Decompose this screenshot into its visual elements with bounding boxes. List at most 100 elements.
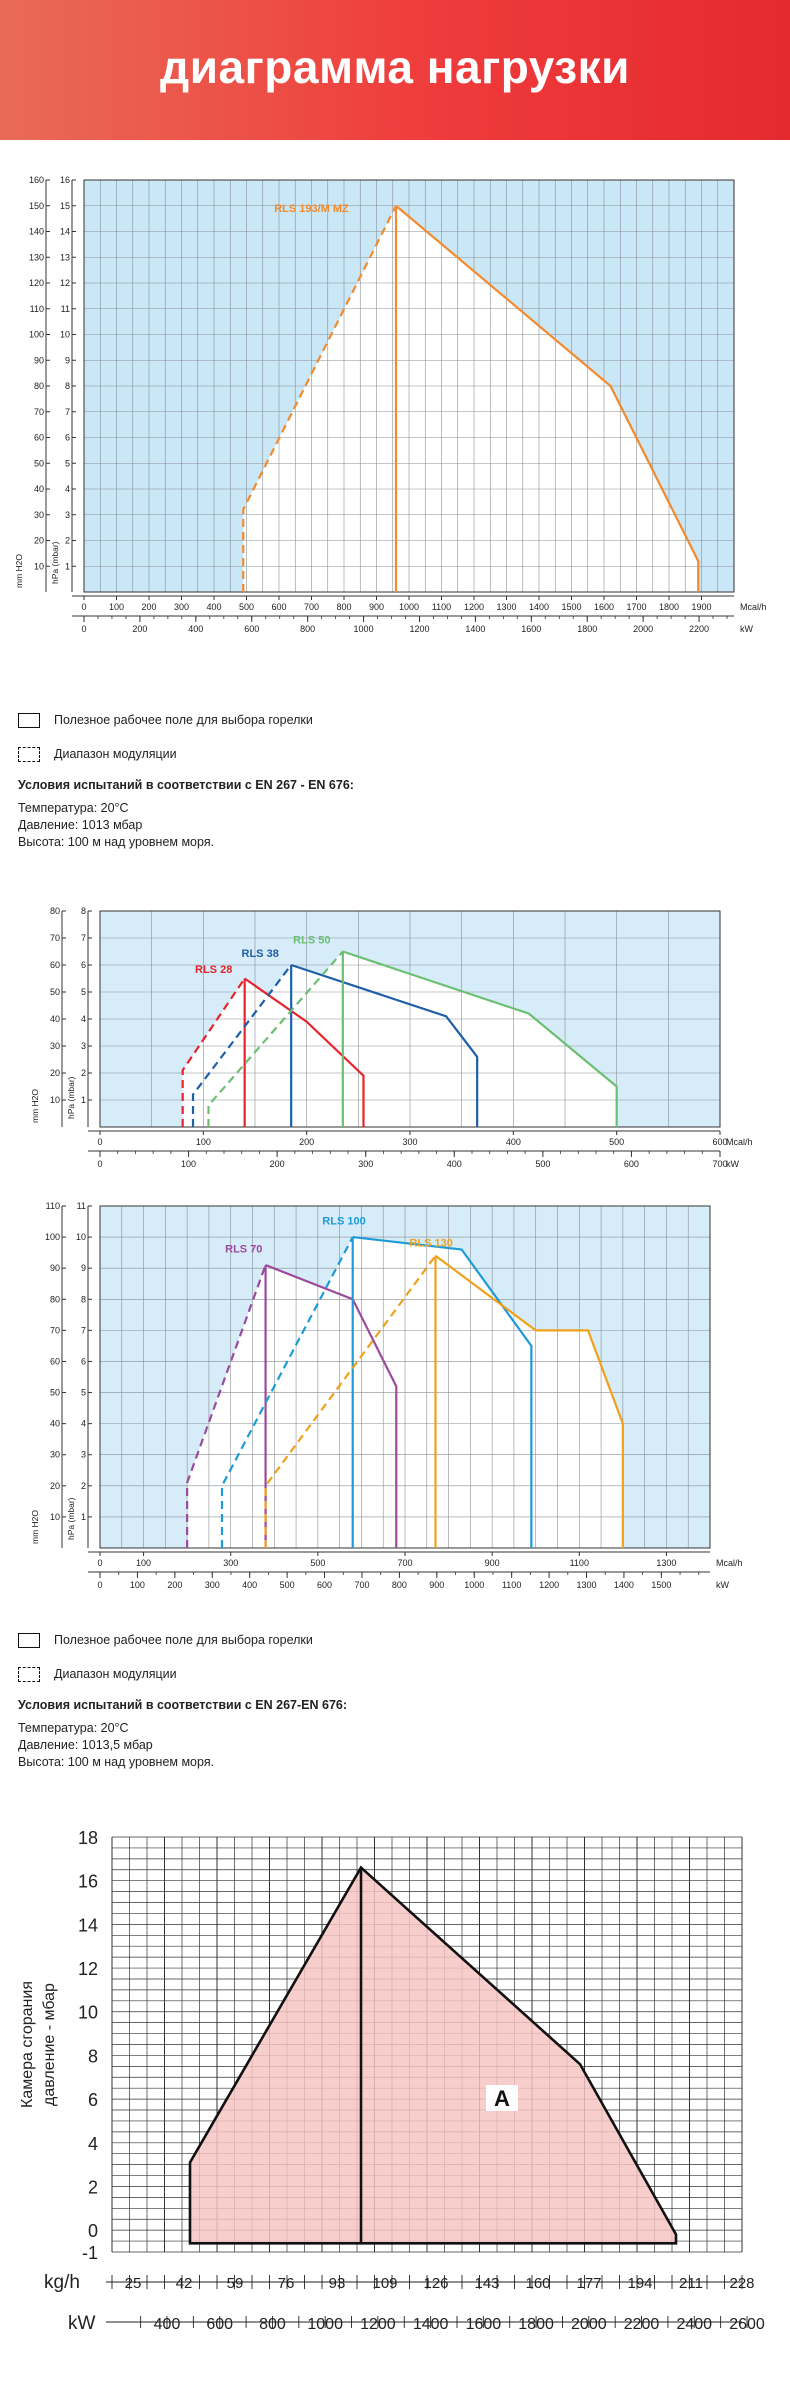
hpa-tick-label: 2 [65, 536, 70, 546]
hpa-tick-label: 11 [61, 304, 70, 314]
mcal-tick-label: 300 [174, 602, 189, 612]
mm-tick-label: 90 [50, 1263, 60, 1273]
mcal-tick-label: 1100 [432, 602, 451, 612]
mm-tick-label: 50 [34, 458, 44, 468]
series-label: RLS 70 [225, 1244, 262, 1256]
condition-temperature: Температура: 20°С [18, 801, 129, 815]
legend-block-1: Полезное рабочее поле для выбора горелки… [18, 710, 354, 851]
chart-rls-193: RLS 193/M MZ1234567891011121314151610203… [14, 175, 767, 634]
kw-tick-label: 2000 [633, 624, 653, 634]
hpa-tick-label: 5 [65, 458, 70, 468]
mm-tick-label: 140 [29, 227, 44, 237]
hpa-tick-label: 8 [81, 1294, 86, 1304]
modulation-line [186, 1264, 267, 1548]
hpa-tick-label: 3 [81, 1041, 86, 1051]
kw-tick-label: 1500 [651, 1580, 671, 1590]
y-tick-label: 14 [78, 1915, 98, 1935]
hpa-tick-label: 4 [81, 1419, 86, 1429]
y-axis-title-line1: Камера сгорания [19, 1981, 36, 2108]
kw-tick-label: 1000 [464, 1580, 484, 1590]
mm-tick-label: 110 [30, 304, 44, 314]
mcal-tick-label: 500 [609, 1137, 624, 1147]
mm-tick-label: 80 [50, 906, 60, 916]
kgh-tick-label: 177 [576, 2275, 601, 2292]
kw-unit-label: kW [726, 1159, 740, 1169]
solid-box-icon [18, 712, 40, 728]
kw-tick-label: 400 [242, 1580, 257, 1590]
kgh-tick-label: 143 [474, 2275, 499, 2292]
mm-tick-label: 20 [34, 536, 44, 546]
legend-field-label: Полезное рабочее поле для выбора горелки [54, 713, 313, 727]
series-label: RLS 50 [293, 934, 330, 946]
page-title: диаграмма нагрузки [160, 41, 630, 93]
kw-tick-label: 0 [81, 624, 86, 634]
kw-tick-label: 600 [206, 2316, 233, 2333]
kw-tick-label: 400 [154, 2316, 181, 2333]
hpa-tick-label: 9 [65, 355, 70, 365]
mcal-tick-label: 300 [402, 1137, 417, 1147]
hpa-tick-label: 15 [60, 201, 70, 211]
hpa-tick-label: 3 [81, 1450, 86, 1460]
series-label: RLS 100 [322, 1216, 365, 1228]
hpa-tick-label: 6 [81, 1356, 86, 1366]
modulation-line [264, 1255, 437, 1548]
hpa-tick-label: 2 [81, 1481, 86, 1491]
mm-tick-label: 50 [50, 987, 60, 997]
kgh-tick-label: 76 [278, 2275, 295, 2292]
mcal-tick-label: 800 [336, 602, 351, 612]
condition-pressure: Давление: 1013 мбар [18, 818, 143, 832]
kw-tick-label: 1800 [577, 624, 597, 634]
mcal-tick-label: 600 [271, 602, 286, 612]
kw-tick-label: 1600 [466, 2316, 502, 2333]
kw-tick-label: 600 [244, 624, 259, 634]
mm-tick-label: 10 [50, 1095, 60, 1105]
hpa-tick-label: 6 [65, 433, 70, 443]
mm-tick-label: 90 [34, 355, 44, 365]
y-axis-title-line2: давление - мбар [41, 1983, 58, 2106]
y-tick-label: 6 [88, 2090, 98, 2110]
kw-tick-label: 800 [259, 2316, 286, 2333]
area-label-bg [486, 2085, 518, 2112]
modulation-line [220, 1236, 354, 1548]
kgh-tick-label: 93 [329, 2275, 346, 2292]
series-label: RLS 193/M MZ [274, 203, 349, 215]
mm-tick-label: 100 [45, 1232, 60, 1242]
mm-tick-label: 80 [50, 1294, 60, 1304]
mcal-tick-label: 1600 [594, 602, 614, 612]
working-field-line [395, 204, 700, 592]
mcal-tick-label: 300 [223, 1558, 238, 1568]
mcal-tick-label: 400 [206, 602, 221, 612]
mcal-tick-label: 100 [109, 602, 124, 612]
kw-tick-label: 1400 [614, 1580, 634, 1590]
hpa-tick-label: 5 [81, 987, 86, 997]
mm-tick-label: 100 [29, 330, 44, 340]
mm-axis-title: mm H2O [30, 1510, 40, 1544]
modulation-line [181, 977, 246, 1127]
mcal-tick-label: 200 [299, 1137, 314, 1147]
mm-tick-label: 130 [29, 252, 44, 262]
kw-tick-label: 1400 [465, 624, 485, 634]
hpa-tick-label: 2 [81, 1068, 86, 1078]
hpa-tick-label: 4 [81, 1014, 86, 1024]
mm-tick-label: 110 [46, 1201, 60, 1211]
kw-tick-label: 1600 [521, 624, 541, 634]
kw-unit-label: kW [716, 1580, 730, 1590]
kw-tick-label: 1000 [307, 2316, 343, 2333]
kw-tick-label: 400 [447, 1159, 462, 1169]
hpa-tick-label: 9 [81, 1263, 86, 1273]
kw-tick-label: 700 [712, 1159, 727, 1169]
mm-tick-label: 50 [50, 1388, 60, 1398]
y-tick-label: 10 [78, 2003, 98, 2023]
kw-tick-label: 1200 [360, 2316, 396, 2333]
kgh-tick-label: 126 [423, 2275, 448, 2292]
mm-tick-label: 10 [34, 561, 44, 571]
mm-tick-label: 40 [34, 484, 44, 494]
working-field-line [342, 950, 618, 1127]
working-field-line [265, 1264, 398, 1548]
hpa-tick-label: 1 [65, 561, 70, 571]
mcal-tick-label: 1400 [529, 602, 549, 612]
chart-pressure-area: A -10 2 4 6 8 10 12 14 16 18 Камера сгорания давлени… [19, 1828, 765, 2334]
kgh-tick-label: 25 [125, 2275, 142, 2292]
legend-field-row: Полезное рабочее поле для выбора горелки [18, 1630, 347, 1650]
hpa-tick-label: 10 [60, 330, 70, 340]
